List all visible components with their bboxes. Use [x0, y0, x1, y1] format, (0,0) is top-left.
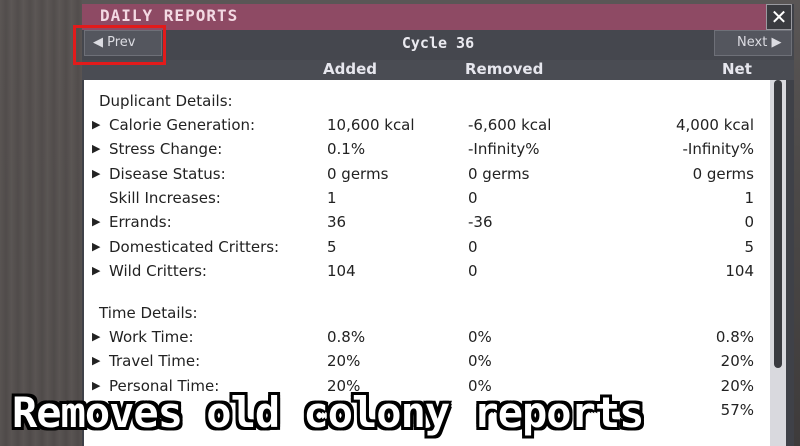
expand-triangle-icon[interactable]: ▶	[92, 166, 101, 180]
expand-triangle-icon[interactable]: ▶	[92, 239, 101, 253]
row-added-value: 20%	[327, 352, 361, 371]
next-button[interactable]: Next ▶	[714, 30, 792, 56]
column-headers: Added Removed Net	[82, 60, 794, 80]
cycle-title: Cycle 36	[401, 34, 475, 52]
column-header-removed: Removed	[465, 60, 544, 78]
row-added-value: 0 germs	[327, 164, 389, 183]
row-net-value: 1	[744, 188, 754, 207]
expand-triangle-icon[interactable]: ▶	[92, 118, 101, 131]
row-removed-value: 0 germs	[468, 164, 530, 183]
report-row[interactable]: ▶ Disease Status: 0 germs 0 germs 0 germs	[84, 165, 770, 187]
row-added-value: 0.1%	[327, 140, 366, 159]
expand-triangle-icon[interactable]: ▶	[92, 378, 101, 392]
scrollbar-thumb[interactable]	[774, 80, 782, 368]
row-net-value: 20%	[720, 352, 754, 371]
video-caption: Removes old colony reports	[12, 388, 644, 437]
row-removed-value: -6,600 kcal	[468, 116, 552, 134]
close-button[interactable]: ✕	[766, 4, 792, 30]
report-navigation-bar: ◀ Prev Cycle 36 Next ▶	[82, 30, 794, 60]
row-label: Errands:	[109, 213, 172, 232]
expand-triangle-icon[interactable]: ▶	[92, 330, 101, 343]
report-row[interactable]: ▶ Wild Critters: 104 0 104	[84, 262, 770, 284]
row-net-value: 0	[744, 213, 754, 232]
row-net-value: 5	[744, 237, 754, 256]
window-title: DAILY REPORTS	[100, 6, 239, 25]
window-titlebar: DAILY REPORTS	[82, 4, 766, 30]
report-row[interactable]: ▶ Stress Change: 0.1% -Infinity% -Infinity%	[84, 140, 770, 162]
row-removed-value: -36	[468, 213, 493, 232]
report-row: Skill Increases: 1 0 1	[84, 189, 770, 211]
expand-triangle-icon[interactable]: ▶	[92, 142, 101, 156]
row-net-value: -Infinity%	[682, 140, 754, 159]
row-removed-value: 0%	[468, 328, 492, 346]
row-added-value: 5	[327, 237, 337, 256]
row-label: Domesticated Critters:	[109, 237, 280, 256]
prev-button-label: Prev	[107, 35, 136, 50]
report-row: 57%	[84, 401, 770, 423]
row-label: Personal Time:	[109, 376, 220, 395]
row-removed-value: 0%	[468, 352, 492, 371]
column-header-net: Net	[722, 60, 752, 78]
row-removed-value: -Infinity%	[468, 140, 540, 159]
row-label: Wild Critters:	[109, 261, 207, 280]
row-net-value: 57%	[720, 400, 754, 419]
expand-triangle-icon[interactable]: ▶	[92, 354, 101, 368]
expand-triangle-icon[interactable]: ▶	[92, 263, 101, 277]
prev-button[interactable]: ◀ Prev	[84, 30, 162, 56]
row-label: Travel Time:	[109, 352, 201, 371]
row-net-value: 0 germs	[692, 164, 754, 183]
row-label: Disease Status:	[109, 164, 226, 183]
column-header-added: Added	[323, 60, 377, 78]
section-time-details: Time Details:	[99, 304, 198, 322]
row-added-value: 1	[327, 188, 337, 207]
section-duplicant-details: Duplicant Details:	[99, 92, 233, 110]
expand-triangle-icon[interactable]: ▶	[92, 215, 101, 229]
report-row[interactable]: ▶ Domesticated Critters: 5 0 5	[84, 238, 770, 260]
prev-button-highlight	[73, 25, 166, 65]
next-button-label: Next	[737, 35, 768, 50]
report-row[interactable]: ▶ Calorie Generation: 10,600 kcal -6,600 kc…	[84, 116, 770, 138]
row-added-value: 0.8%	[327, 328, 366, 346]
row-removed-value: 0	[468, 237, 478, 256]
report-row[interactable]: ▶ Errands: 36 -36 0	[84, 213, 770, 235]
row-net-value: 0.8%	[715, 328, 754, 346]
row-removed-value: 0	[468, 261, 478, 280]
row-removed-value: 0%	[468, 376, 492, 395]
row-net-value: 104	[725, 261, 754, 280]
background-wall	[0, 0, 82, 446]
row-removed-value: 0	[468, 188, 478, 207]
row-added-value: 10,600 kcal	[327, 116, 415, 134]
report-row[interactable]: ▶ Personal Time: 20% 0% 20%	[84, 377, 770, 399]
row-label: Stress Change:	[109, 140, 223, 159]
row-label: Calorie Generation:	[109, 116, 256, 134]
row-added-value: 20%	[327, 376, 361, 395]
report-row[interactable]: ▶ Travel Time: 20% 0% 20%	[84, 352, 770, 374]
row-label: Work Time:	[109, 328, 194, 346]
row-net-value: 4,000 kcal	[675, 116, 754, 134]
report-content: Duplicant Details: ▶ Calorie Generation: 1…	[84, 80, 770, 446]
arrow-left-icon: ◀	[93, 35, 103, 50]
row-added-value: 104	[327, 261, 356, 280]
row-added-value: 36	[327, 213, 347, 232]
close-icon: ✕	[770, 5, 788, 29]
report-row[interactable]: ▶ Work Time: 0.8% 0% 0.8%	[84, 328, 770, 350]
row-net-value: 20%	[720, 376, 754, 395]
row-label: Skill Increases:	[109, 188, 221, 207]
arrow-right-icon: ▶	[771, 35, 782, 50]
